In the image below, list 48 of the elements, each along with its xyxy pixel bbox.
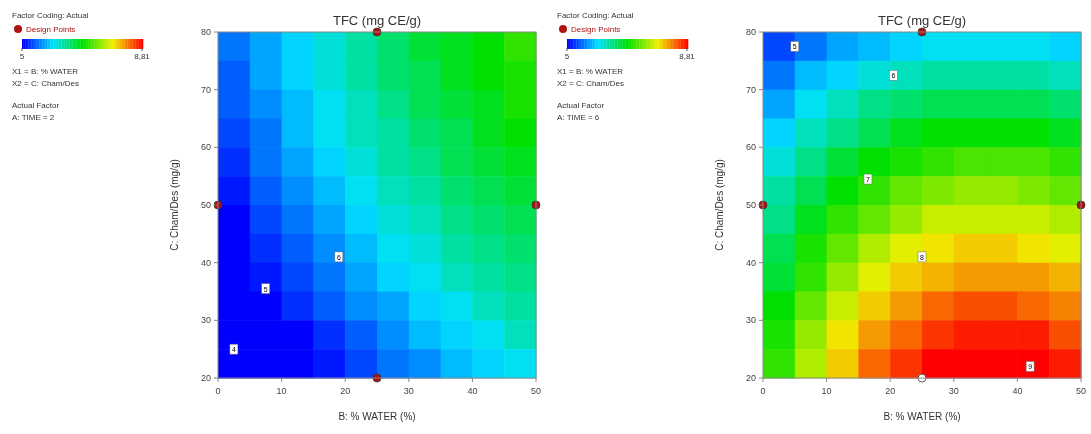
x-tick-label: 50 <box>530 386 542 396</box>
legend-label: Design Points <box>571 25 621 34</box>
text: A: TIME = 6 <box>557 113 600 122</box>
x-tick-label: 30 <box>403 386 414 396</box>
legend-label: Design Points <box>26 25 76 34</box>
text: X1 = B: % WATER <box>12 67 79 76</box>
x-tick-label: 50 <box>1075 386 1087 396</box>
y-tick-label: 70 <box>200 84 211 95</box>
y-tick-label: 80 <box>200 27 211 37</box>
y-tick-label: 60 <box>745 142 756 153</box>
y-axis-title: C: Cham/Des (mg/g) <box>714 159 725 251</box>
x-tick-label: 10 <box>276 386 287 396</box>
text: Actual Factor <box>557 101 605 110</box>
color-bar-label: 8,81 <box>679 52 696 61</box>
x-tick-label: 30 <box>948 386 959 396</box>
x-tick-label: 40 <box>467 386 478 396</box>
y-tick-label: 20 <box>200 373 211 383</box>
chart-title: TFC (mg CE/g) <box>332 13 422 28</box>
y-tick-label: 40 <box>745 257 756 268</box>
y-tick-label: 30 <box>200 315 211 326</box>
y-tick-label: 70 <box>745 84 756 95</box>
color-bar-label: 5 <box>564 52 570 61</box>
x-tick-label: 0 <box>215 386 221 396</box>
text: Factor Coding: Actual <box>557 11 634 20</box>
text: X1 = B: % WATER <box>557 67 624 76</box>
chart-title: TFC (mg CE/g) <box>877 13 967 28</box>
color-bar-label: 8,81 <box>134 52 151 61</box>
y-tick-label: 40 <box>200 257 211 268</box>
y-tick-label: 20 <box>745 373 756 383</box>
text: Actual Factor <box>12 101 60 110</box>
y-tick-label: 60 <box>200 142 211 153</box>
text: X2 = C: Cham/Des <box>557 79 624 88</box>
y-tick-label: 30 <box>745 315 756 326</box>
x-axis-title: B: % WATER (%) <box>883 411 961 422</box>
color-bar-label: 5 <box>19 52 25 61</box>
x-tick-label: 20 <box>340 386 351 396</box>
y-tick-label: 50 <box>200 200 211 210</box>
text: X2 = C: Cham/Des <box>12 79 79 88</box>
y-tick-label: 50 <box>745 200 756 210</box>
text: Factor Coding: Actual <box>12 11 89 20</box>
x-tick-label: 10 <box>821 386 832 396</box>
x-axis-title: B: % WATER (%) <box>338 411 416 422</box>
text: A: TIME = 2 <box>12 113 55 122</box>
y-axis-title: C: Cham/Des (mg/g) <box>169 159 180 251</box>
x-tick-label: 20 <box>885 386 896 396</box>
y-tick-label: 80 <box>745 27 756 37</box>
x-tick-label: 0 <box>760 386 766 396</box>
x-tick-label: 40 <box>1012 386 1023 396</box>
